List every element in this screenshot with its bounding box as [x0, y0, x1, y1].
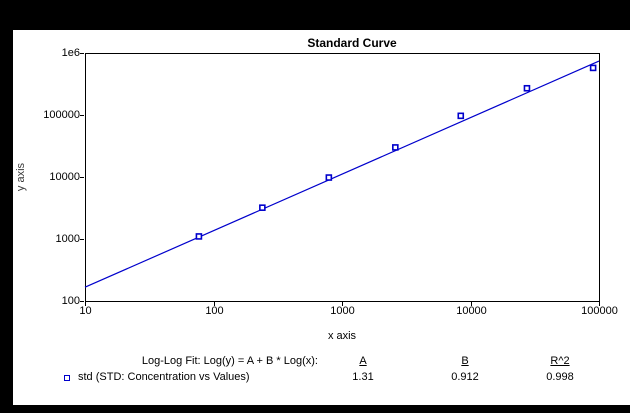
x-tick-label: 10000 — [456, 305, 487, 317]
fit-line — [84, 60, 600, 288]
data-point-marker — [259, 204, 266, 211]
x-tick-label: 10 — [79, 305, 92, 317]
x-axis-label: x axis — [327, 330, 357, 342]
legend-marker-icon — [64, 375, 70, 381]
x-tick-label: 1000 — [330, 305, 355, 317]
x-tick-label: 100 — [205, 305, 224, 317]
y-tick-label: 10000 — [49, 170, 80, 183]
data-point-marker — [523, 84, 531, 92]
data-point-marker — [325, 174, 333, 181]
fit-equation-label: Log-Log Fit: Log(y) = A + B * Log(x): — [141, 355, 318, 367]
y-tick-label: 1000 — [55, 232, 80, 245]
y-tick-label: 100000 — [43, 108, 80, 121]
fit-value-b: 0.912 — [451, 371, 479, 383]
chart-title: Standard Curve — [307, 36, 397, 50]
data-point-marker — [195, 233, 203, 240]
x-tick-label: 100000 — [581, 305, 618, 317]
fit-column-header-r2: R^2 — [550, 355, 570, 367]
legend-series-label: std (STD: Concentration vs Values) — [78, 371, 250, 383]
fit-column-header-a: A — [359, 355, 367, 367]
y-axis-label: y axis — [15, 162, 27, 192]
data-point-marker — [392, 144, 399, 151]
y-tick-label: 100 — [61, 294, 80, 307]
data-point-marker — [457, 112, 465, 120]
data-point-marker — [589, 64, 597, 72]
y-tick-label: 1e6 — [61, 46, 80, 59]
fit-value-r2: 0.998 — [546, 371, 574, 383]
fit-value-a: 1.31 — [352, 371, 374, 383]
fit-column-header-b: B — [461, 355, 469, 367]
plot-border — [85, 53, 600, 302]
